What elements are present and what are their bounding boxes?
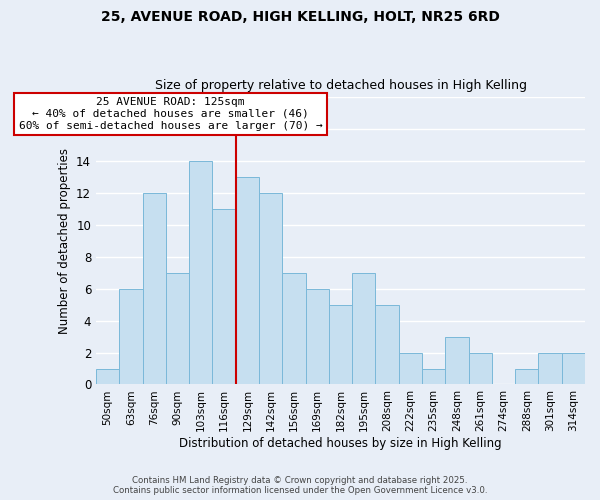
Bar [212, 209, 236, 384]
Bar [399, 352, 422, 384]
Bar [445, 336, 469, 384]
Bar [119, 288, 143, 384]
Title: Size of property relative to detached houses in High Kelling: Size of property relative to detached ho… [155, 79, 527, 92]
Bar [515, 368, 538, 384]
Text: 25 AVENUE ROAD: 125sqm
← 40% of detached houses are smaller (46)
60% of semi-det: 25 AVENUE ROAD: 125sqm ← 40% of detached… [19, 98, 322, 130]
Bar [259, 193, 282, 384]
Y-axis label: Number of detached properties: Number of detached properties [58, 148, 71, 334]
Bar [305, 288, 329, 384]
Text: Contains HM Land Registry data © Crown copyright and database right 2025.
Contai: Contains HM Land Registry data © Crown c… [113, 476, 487, 495]
X-axis label: Distribution of detached houses by size in High Kelling: Distribution of detached houses by size … [179, 437, 502, 450]
Bar [352, 273, 376, 384]
Text: 25, AVENUE ROAD, HIGH KELLING, HOLT, NR25 6RD: 25, AVENUE ROAD, HIGH KELLING, HOLT, NR2… [101, 10, 499, 24]
Bar [422, 368, 445, 384]
Bar [538, 352, 562, 384]
Bar [236, 177, 259, 384]
Bar [376, 304, 399, 384]
Bar [143, 193, 166, 384]
Bar [282, 273, 305, 384]
Bar [166, 273, 189, 384]
Bar [189, 161, 212, 384]
Bar [562, 352, 585, 384]
Bar [329, 304, 352, 384]
Bar [96, 368, 119, 384]
Bar [469, 352, 492, 384]
